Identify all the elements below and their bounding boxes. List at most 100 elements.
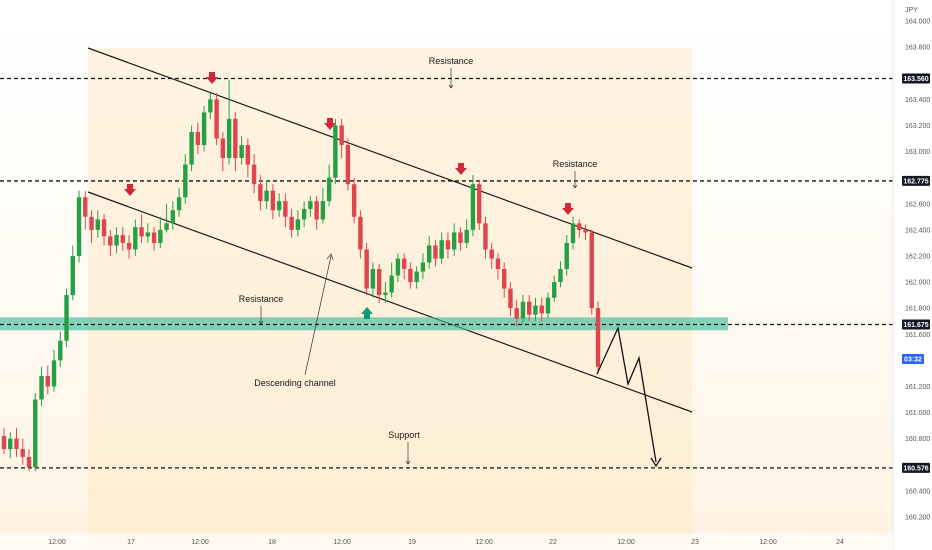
candle-body bbox=[333, 125, 338, 178]
annotations: Resistance Resistance Resistance Support Des… bbox=[239, 56, 597, 465]
candle-body bbox=[289, 216, 294, 230]
time-tick-label: 12:00 bbox=[617, 539, 635, 546]
price-tick-label: 160.200 bbox=[905, 514, 930, 521]
candle-body bbox=[189, 131, 194, 165]
price-tick-label: 163.000 bbox=[905, 149, 930, 156]
candle-body bbox=[295, 219, 301, 230]
candle-body bbox=[558, 269, 563, 283]
candle-body bbox=[70, 255, 75, 296]
candle-body bbox=[158, 229, 163, 243]
annotation-channel-pointer bbox=[304, 255, 332, 376]
annotation-resistance-top-pointer-head bbox=[448, 84, 454, 89]
candle-body bbox=[195, 131, 201, 146]
candlestick-series bbox=[1, 79, 601, 472]
candle-body bbox=[314, 201, 319, 220]
candle-body bbox=[451, 232, 457, 250]
channel-lower-line bbox=[87, 191, 693, 413]
annotation-resistance-mid-pointer-head bbox=[572, 184, 578, 189]
candle-body bbox=[95, 219, 100, 230]
down-arrow-marker bbox=[124, 184, 136, 196]
candle-body bbox=[539, 305, 544, 314]
candle-body bbox=[51, 360, 57, 387]
candle-body bbox=[276, 201, 282, 211]
candle-body bbox=[270, 190, 276, 211]
candle-body bbox=[433, 245, 438, 259]
time-tick-label: 24 bbox=[836, 539, 844, 546]
candle-body bbox=[108, 236, 113, 246]
candle-body bbox=[383, 292, 388, 296]
price-tick-label: 163.200 bbox=[905, 123, 930, 130]
candle-body bbox=[39, 376, 44, 400]
candle-body bbox=[151, 232, 157, 243]
candle-body bbox=[76, 197, 82, 256]
time-tick-label: 12:00 bbox=[333, 539, 351, 546]
currency-label: JPY bbox=[905, 7, 918, 14]
swing-markers bbox=[124, 72, 574, 319]
candle-body bbox=[58, 340, 63, 361]
candle-body bbox=[220, 138, 226, 159]
candle-body bbox=[208, 99, 213, 113]
level-price-tag bbox=[902, 175, 930, 186]
candle-body bbox=[445, 240, 451, 250]
time-tick-label: 19 bbox=[408, 539, 416, 546]
candle-body bbox=[283, 201, 288, 217]
annotation-resistance-zone: Resistance bbox=[239, 294, 284, 304]
candle-body bbox=[477, 184, 482, 224]
candle-body bbox=[164, 223, 169, 230]
price-tick-label: 162.400 bbox=[905, 227, 930, 234]
candle-body bbox=[595, 308, 601, 367]
candle-body bbox=[258, 184, 263, 202]
candle-body bbox=[577, 223, 582, 230]
candle-body bbox=[483, 223, 488, 250]
candle-body bbox=[508, 288, 513, 309]
price-tick-label: 161.800 bbox=[905, 306, 930, 313]
annotation-resistance-top: Resistance bbox=[429, 56, 474, 66]
resistance-zone-band bbox=[0, 317, 728, 331]
level-price-tag-label: 162.775 bbox=[903, 178, 928, 185]
candle-body bbox=[101, 219, 107, 237]
candle-body bbox=[308, 201, 313, 209]
price-axis: JPY 164.000 163.800 163.400 163.200 163.000 16… bbox=[892, 0, 932, 550]
candle-body bbox=[83, 197, 88, 217]
candle-body bbox=[514, 308, 519, 319]
candle-body bbox=[552, 282, 557, 298]
candle-body bbox=[583, 229, 588, 233]
up-arrow-marker bbox=[361, 307, 373, 319]
time-tick-label: 12:00 bbox=[48, 539, 66, 546]
candle-body bbox=[502, 269, 507, 289]
time-axis-bg bbox=[0, 533, 893, 550]
level-price-tag-label: 161.675 bbox=[903, 322, 928, 329]
level-price-tag-label: 163.560 bbox=[903, 76, 928, 83]
time-tick-label: 12:00 bbox=[475, 539, 493, 546]
candle-body bbox=[345, 145, 351, 185]
candle-body bbox=[20, 449, 25, 457]
candle-body bbox=[214, 99, 219, 139]
down-arrow-marker bbox=[206, 72, 218, 84]
candle-body bbox=[520, 301, 526, 319]
candle-body bbox=[420, 262, 426, 272]
price-tick-label: 164.000 bbox=[905, 19, 930, 26]
level-price-tag bbox=[902, 73, 930, 84]
candle-body bbox=[226, 118, 232, 159]
time-axis: 12:00 17 12:00 18 12:00 19 12:00 22 12:00 23 12:00… bbox=[0, 533, 893, 550]
current-price-tag bbox=[902, 354, 924, 365]
candle-body bbox=[26, 456, 32, 468]
candle-body bbox=[495, 258, 501, 269]
candle-body bbox=[139, 227, 144, 237]
candle-body bbox=[114, 235, 119, 246]
projection-arrowhead bbox=[650, 457, 662, 468]
candle-body bbox=[64, 295, 69, 341]
candle-body bbox=[408, 269, 413, 283]
down-arrow-marker bbox=[455, 163, 467, 175]
candle-body bbox=[351, 184, 357, 217]
candle-body bbox=[358, 216, 363, 250]
candle-body bbox=[458, 232, 463, 243]
candle-body bbox=[183, 164, 188, 198]
level-price-tag-label: 160.576 bbox=[903, 465, 928, 472]
candle-body bbox=[45, 376, 50, 387]
candle-body bbox=[376, 269, 382, 296]
projection-line bbox=[596, 325, 657, 463]
candle-body bbox=[326, 177, 332, 202]
projection-path bbox=[596, 325, 662, 468]
